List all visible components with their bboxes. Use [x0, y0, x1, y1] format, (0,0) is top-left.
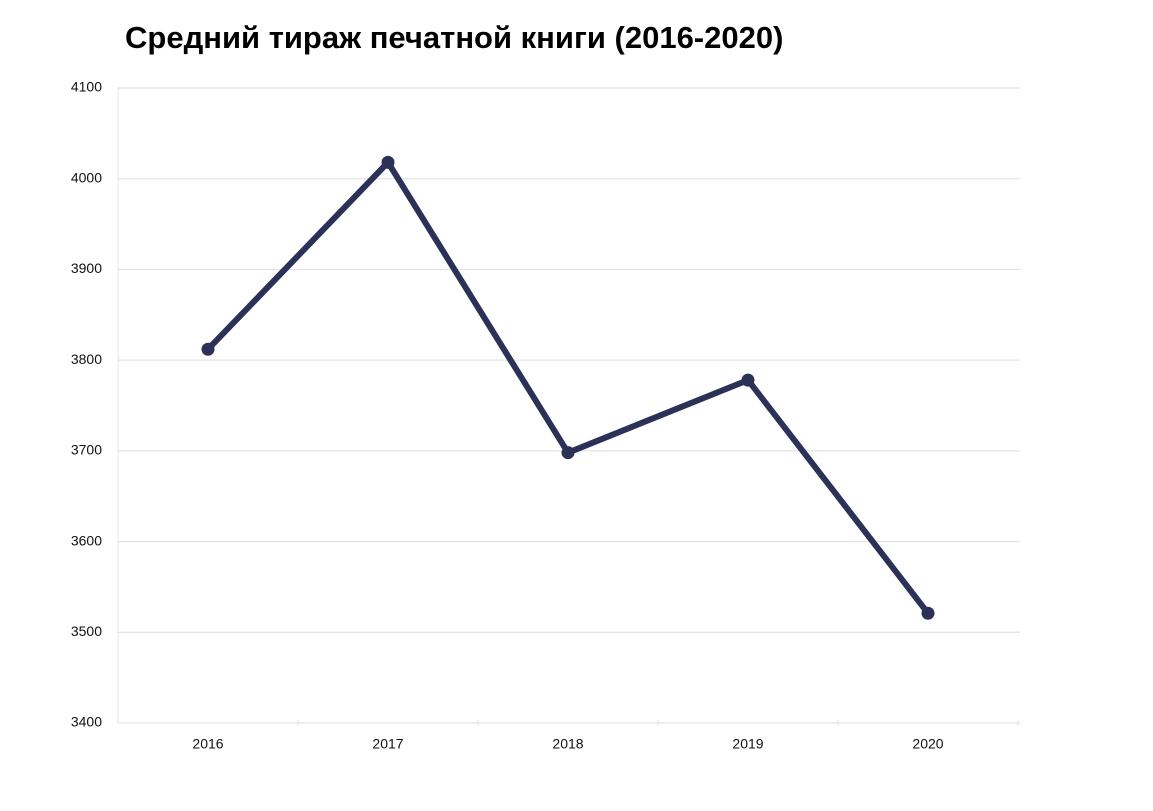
line: [205, 159, 931, 616]
y-tick-label: 3800: [71, 351, 102, 367]
y-tick-label: 3500: [71, 623, 102, 639]
y-tick-label: 4000: [71, 169, 102, 185]
y-tick-label: 3600: [71, 532, 102, 548]
x-tick-label: 2016: [192, 736, 223, 752]
y-tick-label: 4100: [71, 79, 102, 95]
y-tick-label: 3400: [71, 714, 102, 730]
y-tick-label: 3900: [71, 260, 102, 276]
chart-title: Средний тираж печатной книги (2016-2020): [125, 20, 783, 55]
marker: [561, 446, 575, 460]
x-tick-label: 2018: [552, 736, 583, 752]
x-tick-label: 2019: [732, 736, 763, 752]
x-tick-label: 2020: [912, 736, 943, 752]
marker: [381, 155, 395, 169]
marker: [201, 342, 215, 356]
y-tick-label: 3700: [71, 442, 102, 458]
marker: [921, 606, 935, 620]
x-tick-label: 2017: [372, 736, 403, 752]
marker: [741, 373, 755, 387]
